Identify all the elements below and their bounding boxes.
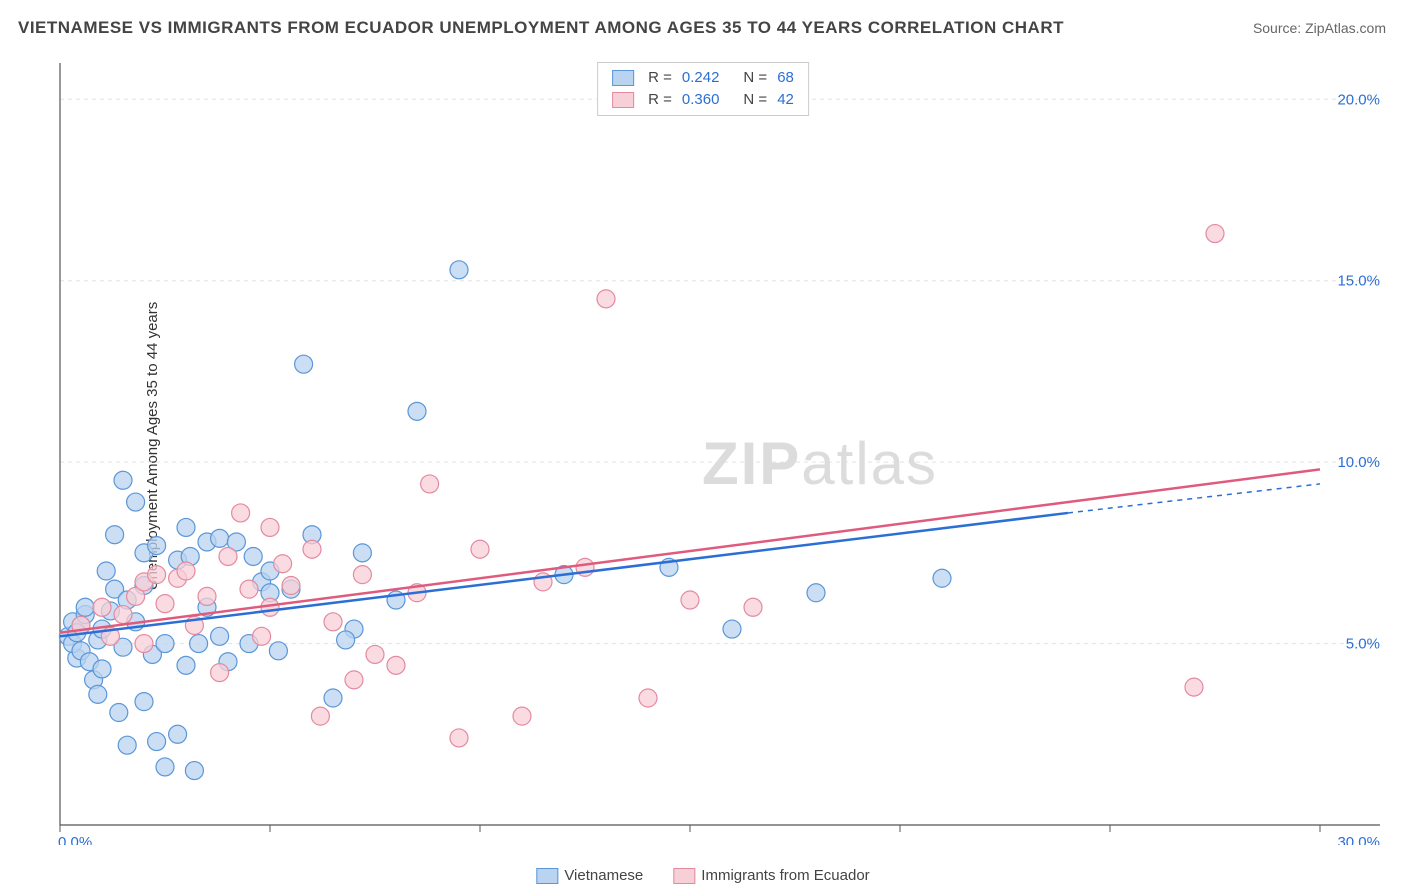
watermark: ZIPatlas [702,430,938,497]
chart-title: VIETNAMESE VS IMMIGRANTS FROM ECUADOR UN… [18,18,1064,38]
data-point [408,402,426,420]
y-tick-label: 15.0% [1337,273,1380,290]
data-point [639,689,657,707]
data-point [135,635,153,653]
legend-stats-box: R = 0.242 N = 68 R = 0.360 N = 42 [597,62,809,116]
data-point [450,729,468,747]
data-point [597,290,615,308]
data-point [211,627,229,645]
data-point [219,547,237,565]
data-point [681,591,699,609]
data-point [118,736,136,754]
data-point [177,518,195,536]
data-point [156,595,174,613]
data-point [211,664,229,682]
data-point [387,656,405,674]
n-value: 42 [777,89,794,111]
data-point [169,725,187,743]
data-point [744,598,762,616]
data-point [261,518,279,536]
data-point [324,613,342,631]
data-point [89,685,107,703]
data-point [337,631,355,649]
data-point [114,471,132,489]
data-point [114,606,132,624]
data-point [156,758,174,776]
data-point [211,529,229,547]
legend-bottom: Vietnamese Immigrants from Ecuador [536,867,869,884]
data-point [135,693,153,711]
x-tick-label-min: 0.0% [58,834,92,845]
data-point [353,544,371,562]
r-value: 0.242 [682,67,720,89]
legend-swatch [612,70,634,86]
r-label: R = [648,67,672,89]
correlation-scatter-chart: 5.0% 10.0% 15.0% 20.0% ZIPatlas 0.0% 30.0% [50,55,1390,845]
legend-swatch [673,868,695,884]
x-tick-label-max: 30.0% [1337,834,1380,845]
data-point [110,704,128,722]
data-point [148,566,166,584]
data-point [93,598,111,616]
data-point [807,584,825,602]
r-value: 0.360 [682,89,720,111]
data-point [127,493,145,511]
data-point [295,355,313,373]
data-point [269,642,287,660]
data-point [303,540,321,558]
data-point [185,762,203,780]
data-point [253,627,271,645]
data-point [366,645,384,663]
data-point [1185,678,1203,696]
legend-label: Vietnamese [564,867,643,884]
legend-item: Vietnamese [536,867,643,884]
trend-line [60,513,1068,636]
legend-label: Immigrants from Ecuador [701,867,869,884]
data-point [93,660,111,678]
legend-swatch [612,92,634,108]
data-point [421,475,439,493]
n-value: 68 [777,67,794,89]
y-tick-label: 20.0% [1337,91,1380,108]
trend-line-extrapolated [1068,484,1320,513]
r-label: R = [648,89,672,111]
data-point [106,526,124,544]
n-label: N = [743,67,767,89]
n-label: N = [743,89,767,111]
data-point [232,504,250,522]
data-point [240,580,258,598]
data-point [97,562,115,580]
legend-swatch [536,868,558,884]
data-point [345,671,363,689]
data-point [513,707,531,725]
data-point [353,566,371,584]
data-point [190,635,208,653]
data-point [198,587,216,605]
data-point [156,635,174,653]
data-point [76,598,94,616]
data-point [723,620,741,638]
data-point [311,707,329,725]
data-point [177,656,195,674]
y-tick-label: 5.0% [1346,636,1380,653]
data-point [1206,225,1224,243]
data-point [274,555,292,573]
data-point [148,537,166,555]
data-point [244,547,262,565]
data-point [148,733,166,751]
data-point [177,562,195,580]
source-label: Source: [1253,20,1305,36]
data-point [933,569,951,587]
legend-stats-row: R = 0.242 N = 68 [612,67,794,89]
legend-item: Immigrants from Ecuador [673,867,869,884]
y-tick-label: 10.0% [1337,454,1380,471]
data-point [282,577,300,595]
source-link[interactable]: ZipAtlas.com [1305,20,1386,36]
data-point [324,689,342,707]
data-point [471,540,489,558]
legend-stats-row: R = 0.360 N = 42 [612,89,794,111]
data-point [450,261,468,279]
source-attribution: Source: ZipAtlas.com [1253,20,1386,36]
